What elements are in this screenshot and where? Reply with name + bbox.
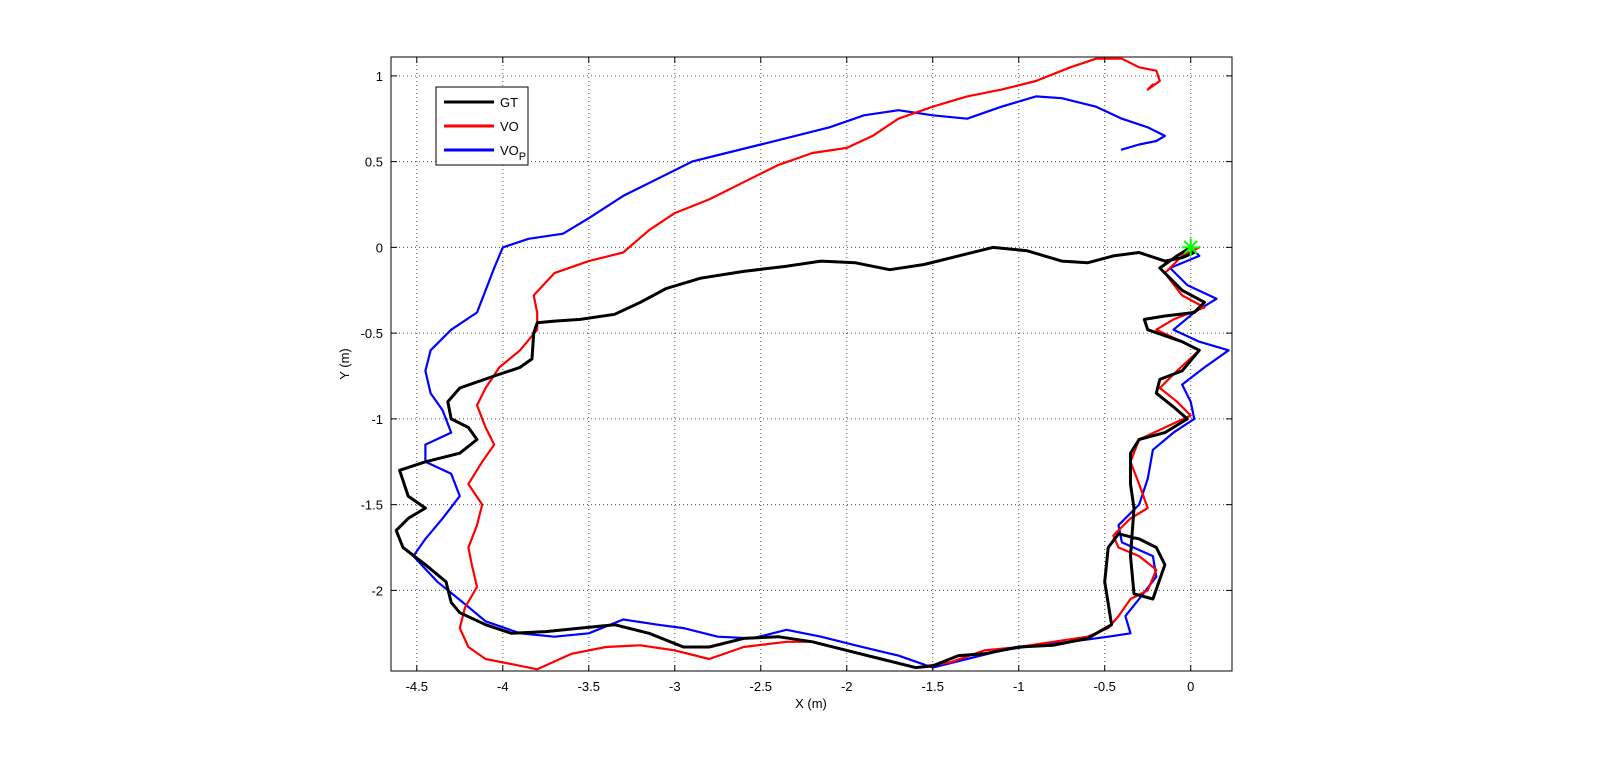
y-tick-label: -1.5: [361, 498, 383, 513]
y-tick-label: 0: [376, 240, 383, 255]
legend-label: GT: [500, 95, 518, 110]
axis-ticks: -4.5 -4 -3.5 -3 -2.5 -2 -1.5 -1 -0.5 0 -2 -1.5 -1 -0.…: [361, 57, 1232, 694]
x-tick-label: -4.5: [406, 679, 428, 694]
start-marker-layer: [1181, 238, 1200, 257]
y-tick-label: -1: [371, 412, 383, 427]
x-tick-label: -1.5: [922, 679, 944, 694]
x-tick-label: 0: [1187, 679, 1194, 694]
plot-frame: [390, 56, 1233, 672]
series-layer: [394, 57, 1230, 671]
x-tick-label: -3: [669, 679, 681, 694]
y-tick-label: 1: [376, 69, 383, 84]
y-tick-label: 0.5: [365, 155, 383, 170]
series-line-vo: [458, 57, 1206, 671]
y-axis-label: Y (m): [337, 348, 352, 380]
series-line-vop: [412, 95, 1230, 669]
x-tick-label: -4: [497, 679, 509, 694]
y-tick-label: -2: [371, 583, 383, 598]
plot-area: [391, 57, 1232, 671]
x-axis-label: X (m): [795, 696, 827, 711]
start-point-marker: [1181, 238, 1200, 257]
x-tick-label: -3.5: [578, 679, 600, 694]
x-tick-label: -2.5: [750, 679, 772, 694]
x-tick-label: -1: [1013, 679, 1025, 694]
x-tick-label: -0.5: [1094, 679, 1116, 694]
grid-lines: [391, 57, 1232, 671]
x-tick-label: -2: [841, 679, 853, 694]
series-line-gt: [394, 245, 1206, 670]
legend-label: VO: [500, 119, 519, 134]
y-tick-label: -0.5: [361, 326, 383, 341]
